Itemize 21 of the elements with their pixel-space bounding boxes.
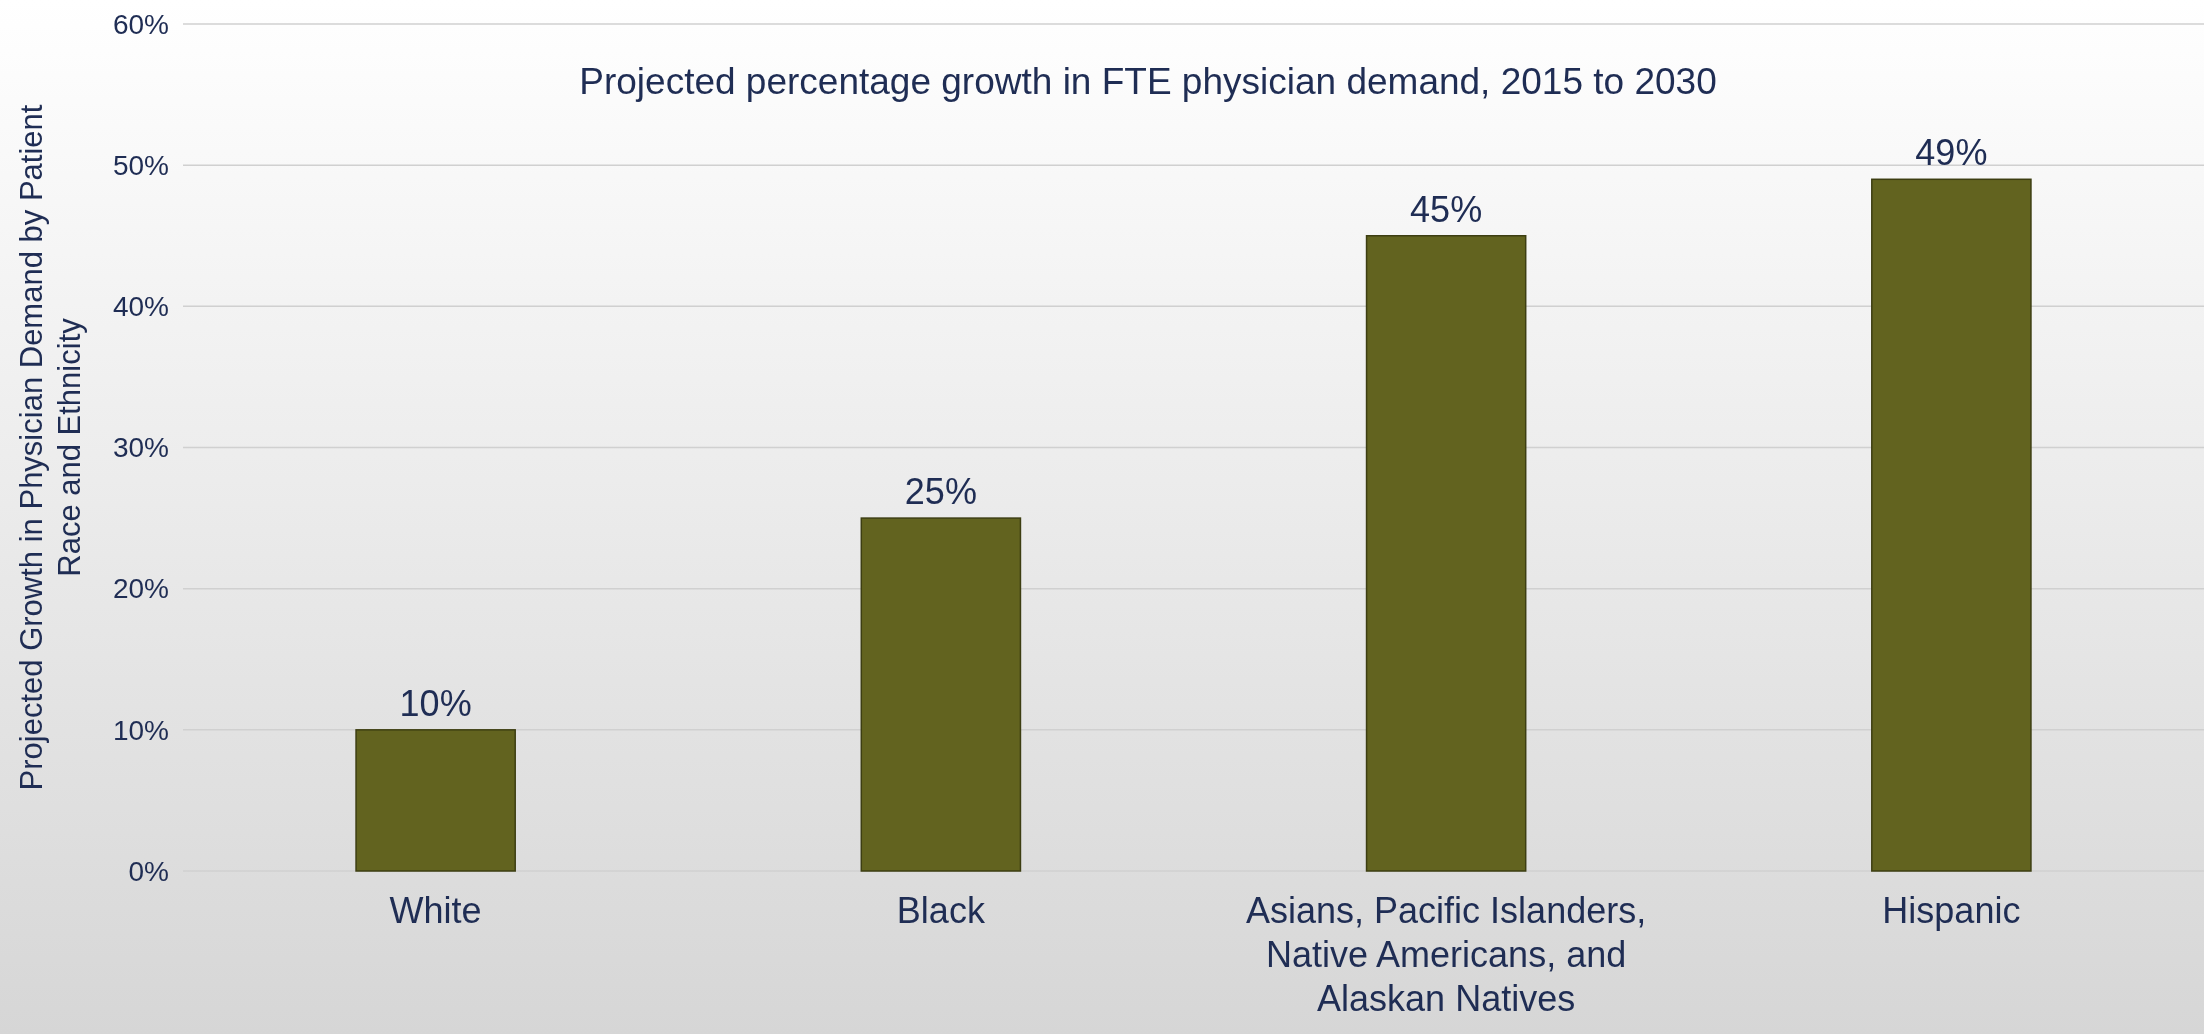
bar (355, 729, 516, 872)
x-tick-label: White (389, 890, 482, 931)
x-tick-label: Hispanic (1882, 890, 2021, 931)
y-tick-label: 0% (128, 855, 169, 887)
y-tick-label: 10% (112, 714, 169, 746)
x-tick-label: Asians, Pacific Islanders, Native Americans, and Alaskan Natives (1246, 890, 1647, 1019)
x-tick-label: Black (896, 890, 986, 931)
y-tick-label: 40% (112, 291, 169, 323)
data-label: 49% (1915, 132, 1988, 174)
y-tick-label: 30% (112, 432, 169, 464)
y-tick-label: 50% (112, 149, 169, 181)
bar (1871, 178, 2032, 872)
bar (860, 517, 1022, 872)
y-tick-label: 60% (112, 8, 169, 40)
y-tick-label: 20% (112, 573, 169, 605)
data-label: 10% (399, 682, 472, 724)
y-axis-title: Projected Growth in Physician Demand by Patient Race and Ethnicity (14, 104, 87, 791)
data-label: 45% (1410, 188, 1483, 230)
bar (1365, 235, 1527, 872)
text: Projected percentage growth in FTE physician demand, 2015 to 2030 (579, 61, 1717, 102)
data-label: 25% (904, 471, 977, 513)
